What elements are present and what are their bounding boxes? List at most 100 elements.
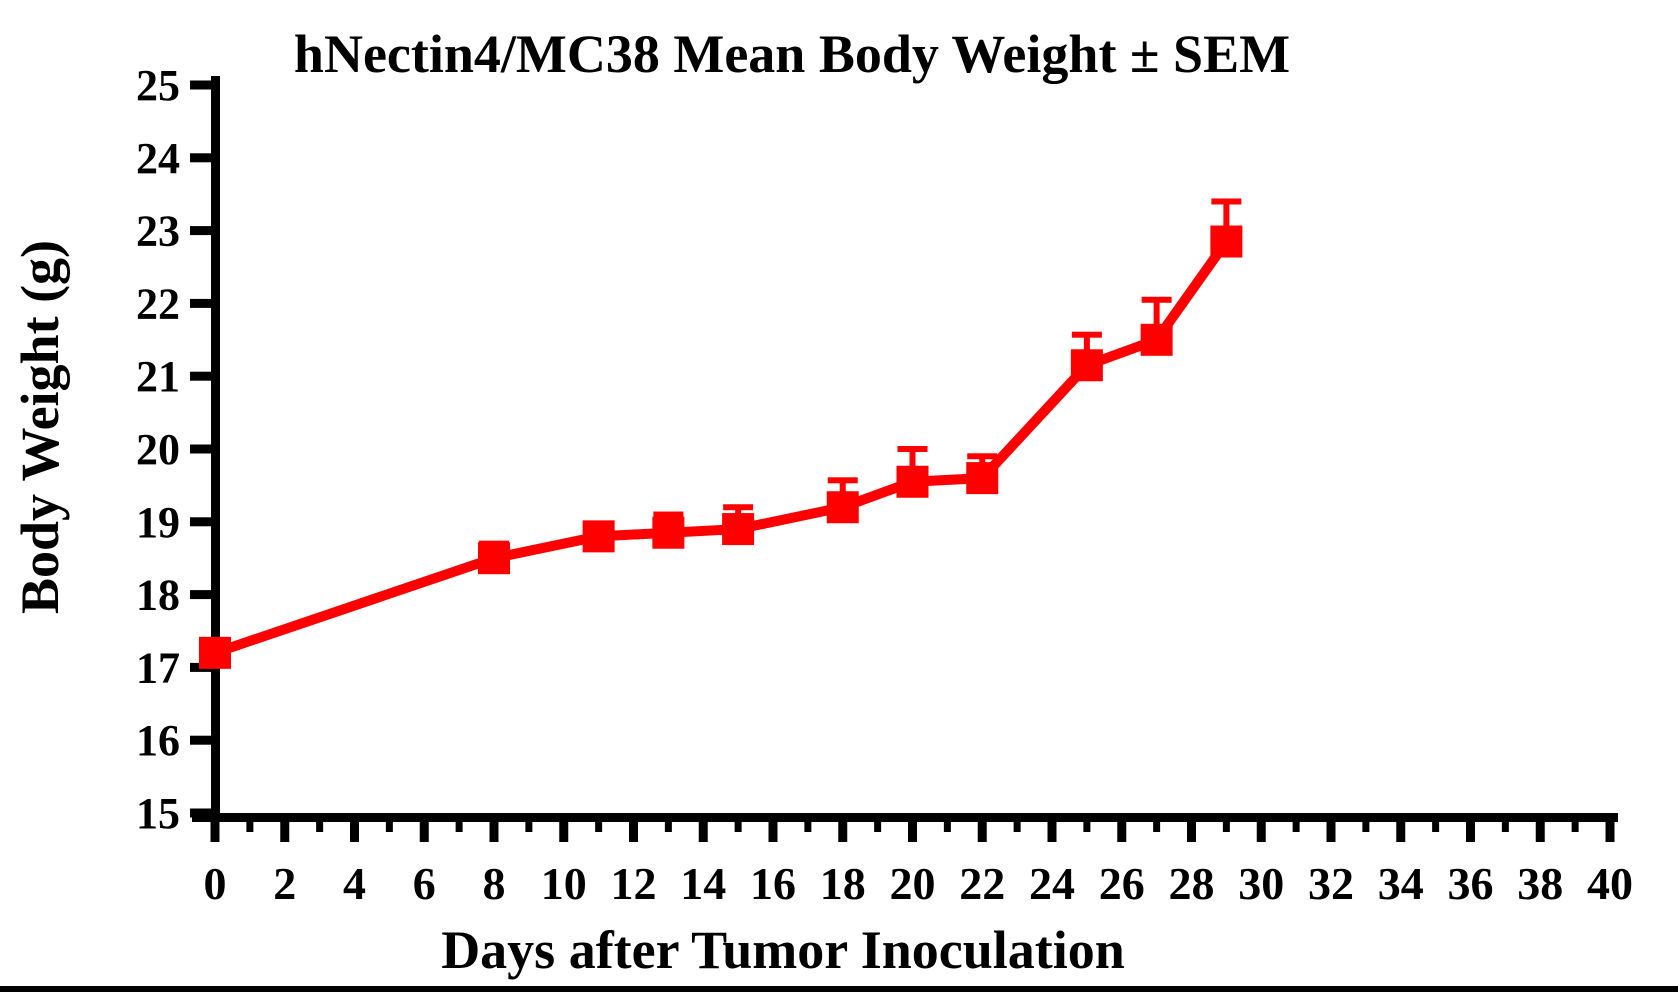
x-minor-tick	[874, 813, 882, 832]
x-major-tick	[1466, 813, 1475, 842]
x-minor-tick	[1153, 813, 1161, 832]
x-major-tick	[210, 813, 220, 842]
x-axis-label: Days after Tumor Inoculation	[441, 920, 1125, 980]
x-tick-label: 14	[680, 858, 726, 909]
x-tick-label: 4	[343, 858, 366, 909]
bottom-border-rule	[0, 986, 1678, 992]
error-bar-cap	[1071, 331, 1102, 338]
series-line	[213, 238, 1231, 658]
data-point-marker	[722, 513, 755, 546]
x-minor-tick	[246, 813, 254, 832]
x-minor-tick	[385, 813, 393, 832]
y-axis-label: Body Weight (g)	[10, 240, 70, 614]
x-minor-tick	[1222, 813, 1230, 832]
data-point-marker	[478, 542, 510, 575]
x-tick-label: 6	[413, 858, 436, 909]
y-tick-label: 25	[136, 61, 180, 110]
y-tick	[190, 517, 215, 527]
error-bar-cap	[1141, 296, 1172, 303]
x-tick-label: 34	[1378, 858, 1424, 909]
x-minor-tick	[316, 813, 324, 832]
x-tick-label: 12	[611, 858, 657, 909]
y-tick-label: 20	[136, 425, 180, 474]
x-axis-line	[192, 813, 1618, 822]
y-tick-label: 16	[136, 716, 180, 765]
error-bar-cap	[1211, 198, 1242, 205]
error-bar-stem	[1223, 201, 1230, 242]
x-tick-label: 30	[1238, 858, 1284, 909]
x-minor-tick	[943, 813, 951, 832]
y-tick-label: 15	[136, 789, 180, 838]
data-point-marker	[826, 491, 859, 524]
x-tick-label: 8	[483, 858, 506, 909]
x-tick-label: 18	[820, 858, 866, 909]
y-tick	[190, 80, 215, 90]
x-tick-label: 32	[1308, 858, 1354, 909]
x-major-tick	[977, 813, 987, 842]
error-bar-stem	[1153, 299, 1160, 340]
y-tick	[190, 444, 215, 454]
x-minor-tick	[1362, 813, 1370, 832]
y-tick	[190, 590, 215, 600]
data-point-marker	[1210, 225, 1243, 258]
x-major-tick	[1187, 813, 1196, 842]
x-minor-tick	[1292, 813, 1300, 832]
x-tick-label: 36	[1448, 858, 1494, 909]
x-major-tick	[629, 813, 638, 842]
x-major-tick	[280, 813, 290, 842]
x-major-tick	[698, 813, 708, 842]
x-tick-label: 22	[959, 858, 1005, 909]
x-tick-label: 40	[1587, 858, 1633, 909]
error-bar-cap	[967, 453, 998, 460]
x-tick-label: 20	[890, 858, 936, 909]
error-bar-cap	[653, 511, 684, 518]
x-major-tick	[559, 813, 569, 842]
x-minor-tick	[1013, 813, 1021, 832]
x-major-tick	[1396, 813, 1406, 842]
data-point-marker	[896, 465, 929, 498]
x-tick-label: 38	[1517, 858, 1563, 909]
x-major-tick	[838, 813, 848, 842]
x-minor-tick	[1432, 813, 1440, 832]
data-point-marker	[199, 636, 231, 669]
x-tick-label: 0	[204, 858, 227, 909]
y-tick-label: 18	[136, 571, 180, 620]
error-bar-stem	[909, 449, 916, 482]
x-minor-tick	[1571, 813, 1579, 832]
x-minor-tick	[734, 813, 742, 832]
error-bar-cap	[897, 446, 928, 452]
x-major-tick	[489, 813, 499, 842]
x-tick-label: 16	[750, 858, 796, 909]
x-major-tick	[1256, 813, 1266, 842]
error-bar-cap	[723, 504, 754, 511]
y-tick-label: 24	[136, 134, 180, 183]
x-major-tick	[350, 813, 359, 842]
x-major-tick	[419, 813, 429, 842]
x-tick-label: 10	[541, 858, 587, 909]
y-tick	[190, 153, 215, 163]
y-tick	[190, 371, 215, 381]
x-minor-tick	[1501, 813, 1509, 832]
x-major-tick	[768, 813, 778, 842]
y-axis-line	[211, 76, 220, 822]
x-major-tick	[1117, 813, 1127, 842]
data-point-marker	[966, 462, 999, 495]
x-minor-tick	[664, 813, 672, 832]
x-major-tick	[908, 813, 917, 842]
y-tick-label: 17	[136, 643, 180, 692]
y-tick	[190, 226, 215, 236]
x-major-tick	[1605, 813, 1615, 842]
x-minor-tick	[525, 813, 533, 832]
x-tick-label: 28	[1169, 858, 1215, 909]
x-minor-tick	[595, 813, 603, 832]
y-tick	[190, 808, 215, 818]
chart-title: hNectin4/MC38 Mean Body Weight ± SEM	[294, 24, 1290, 84]
data-point-marker	[582, 520, 615, 553]
x-major-tick	[1047, 813, 1057, 842]
y-tick	[190, 735, 215, 745]
data-point-marker	[652, 516, 685, 549]
x-minor-tick	[1083, 813, 1091, 832]
error-bar-cap	[827, 477, 858, 484]
